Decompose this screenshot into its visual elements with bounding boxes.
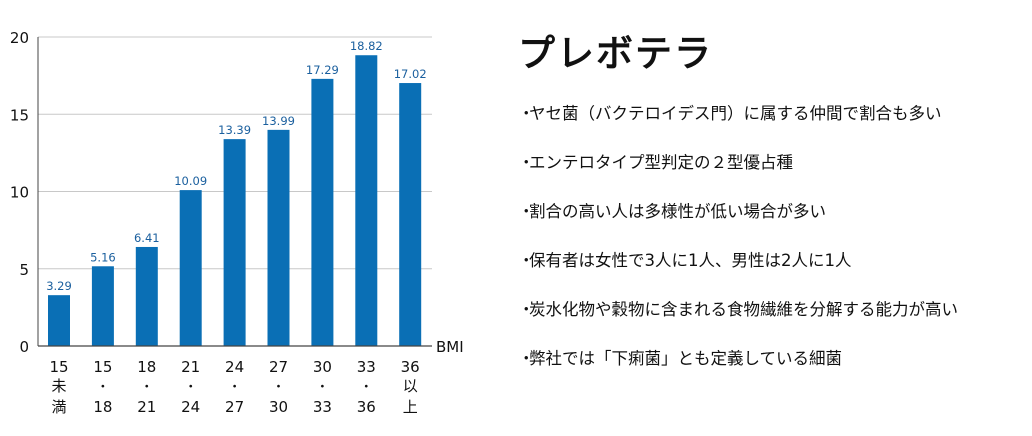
feature-text: 弊社では「下痢菌」とも定義している細菌: [529, 349, 843, 368]
y-tick-label: 20: [10, 29, 29, 47]
description-panel: プレボテラ ・ヤセ菌（バクテロイデス門）に属する仲間で割合も多い ・エンテロタイ…: [518, 26, 1030, 398]
y-tick-label: 10: [10, 184, 29, 202]
feature-item: ・弊社では「下痢菌」とも定義している細菌: [518, 349, 1030, 369]
x-tick-label: 満: [51, 398, 66, 416]
x-tick-label: 21: [137, 398, 156, 416]
bar: [179, 190, 202, 346]
x-tick-label: 24: [181, 398, 200, 416]
bar: [267, 129, 290, 346]
feature-text: エンテロタイプ型判定の２型優占種: [529, 153, 793, 172]
feature-item: ・保有者は女性で3人に1人、男性は2人に1人: [518, 251, 1030, 271]
feature-list: ・ヤセ菌（バクテロイデス門）に属する仲間で割合も多い ・エンテロタイプ型判定の２…: [518, 104, 1030, 369]
bullet-mark: ・: [518, 300, 535, 319]
feature-text: 保有者は女性で3人に1人、男性は2人に1人: [529, 251, 852, 270]
bar-value-label: 3.29: [46, 279, 72, 293]
x-tick-label: ・: [228, 380, 241, 395]
feature-item: ・割合の高い人は多様性が低い場合が多い: [518, 202, 1030, 222]
bar: [355, 55, 378, 347]
bar: [311, 78, 334, 346]
panel-title: プレボテラ: [518, 32, 713, 75]
bmi-bar-chart: 051015203.2915未満5.1615・186.4118・2110.092…: [10, 29, 464, 416]
bar-value-label: 17.02: [394, 67, 427, 81]
x-tick-label: 33: [357, 358, 376, 376]
x-tick-label: 15: [93, 358, 112, 376]
x-axis-title: BMI: [436, 338, 464, 356]
x-tick-label: 18: [93, 398, 112, 416]
x-tick-label: 36: [401, 358, 420, 376]
x-tick-label: ・: [184, 380, 197, 395]
x-tick-label: 以: [403, 377, 418, 395]
x-tick-label: 27: [269, 358, 288, 376]
bar-value-label: 13.99: [262, 114, 295, 128]
bullet-mark: ・: [518, 251, 535, 270]
x-tick-label: 24: [225, 358, 244, 376]
axes: [37, 37, 432, 347]
bars: [48, 55, 422, 347]
bar-value-label: 13.39: [218, 123, 251, 137]
feature-text: 割合の高い人は多様性が低い場合が多い: [529, 202, 826, 221]
bar: [91, 266, 114, 346]
x-tick-label: 18: [137, 358, 156, 376]
bar-value-label: 6.41: [134, 231, 160, 245]
bar: [48, 295, 70, 346]
labels: 051015203.2915未満5.1615・186.4118・2110.092…: [10, 29, 464, 416]
x-tick-label: ・: [140, 380, 153, 395]
bullet-mark: ・: [518, 349, 535, 368]
x-tick-label: 21: [181, 358, 200, 376]
bar-value-label: 5.16: [90, 250, 116, 264]
feature-text: ヤセ菌（バクテロイデス門）に属する仲間で割合も多い: [529, 104, 942, 123]
bar-value-label: 10.09: [174, 174, 207, 188]
x-tick-label: ・: [96, 380, 109, 395]
x-tick-label: 15: [49, 358, 68, 376]
feature-item: ・ヤセ菌（バクテロイデス門）に属する仲間で割合も多い: [518, 104, 1030, 124]
x-tick-label: 30: [269, 398, 288, 416]
bullet-mark: ・: [518, 104, 535, 123]
feature-item: ・炭水化物や穀物に含まれる食物繊維を分解する能力が高い: [518, 300, 1030, 320]
y-tick-label: 5: [19, 261, 29, 279]
x-tick-label: 上: [403, 398, 418, 416]
x-tick-label: ・: [360, 380, 373, 395]
bar-value-label: 17.29: [306, 63, 339, 77]
x-tick-label: 33: [313, 398, 332, 416]
x-tick-label: 27: [225, 398, 244, 416]
feature-text: 炭水化物や穀物に含まれる食物繊維を分解する能力が高い: [529, 300, 958, 319]
bar-value-label: 18.82: [350, 39, 383, 53]
x-tick-label: 30: [313, 358, 332, 376]
bar: [223, 139, 246, 346]
y-tick-label: 0: [19, 338, 29, 356]
feature-item: ・エンテロタイプ型判定の２型優占種: [518, 153, 1030, 173]
x-tick-label: ・: [272, 380, 285, 395]
bar: [135, 246, 158, 346]
x-tick-label: ・: [316, 380, 329, 395]
bullet-mark: ・: [518, 153, 535, 172]
bullet-mark: ・: [518, 202, 535, 221]
bar: [399, 83, 422, 346]
x-tick-label: 未: [51, 377, 66, 395]
y-tick-label: 15: [10, 106, 29, 124]
x-tick-label: 36: [357, 398, 376, 416]
